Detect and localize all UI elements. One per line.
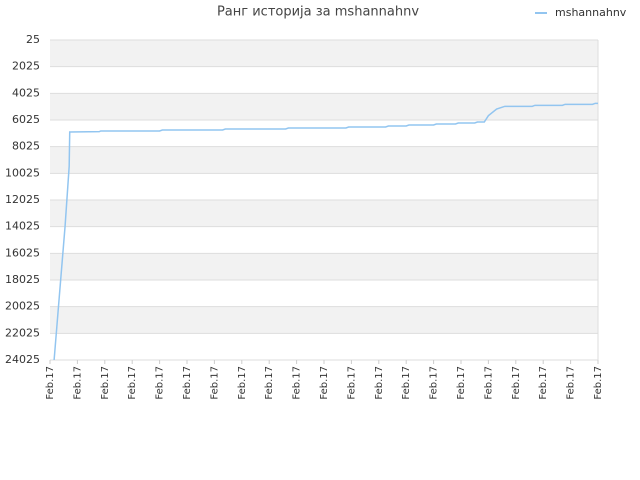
x-tick-label: Feb.17 bbox=[401, 366, 412, 400]
y-tick-label: 10025 bbox=[5, 166, 40, 179]
line bbox=[53, 102, 598, 361]
legend-label: mshannahnv bbox=[555, 6, 627, 19]
y-tick-label: 20025 bbox=[5, 300, 40, 313]
y-tick-label: 2025 bbox=[12, 60, 40, 73]
grid-band bbox=[50, 280, 598, 307]
x-tick-label: Feb.17 bbox=[45, 366, 56, 400]
y-tick-label: 14025 bbox=[5, 220, 40, 233]
y-tick-label: 22025 bbox=[5, 326, 40, 339]
x-tick-label: Feb.17 bbox=[127, 366, 138, 400]
grid-band bbox=[50, 120, 598, 147]
x-tick-label: Feb.17 bbox=[155, 366, 166, 400]
x-tick-label: Feb.17 bbox=[100, 366, 111, 400]
grid-band bbox=[50, 200, 598, 227]
x-tick-label: Feb.17 bbox=[538, 366, 549, 400]
x-tick-label: Feb.17 bbox=[374, 366, 385, 400]
grid-band bbox=[50, 333, 598, 360]
grid-band bbox=[50, 40, 598, 67]
x-tick-label: Feb.17 bbox=[456, 366, 467, 400]
y-tick-label: 16025 bbox=[5, 246, 40, 259]
x-tick-label: Feb.17 bbox=[237, 366, 248, 400]
x-tick-label: Feb.17 bbox=[182, 366, 193, 400]
grid-band bbox=[50, 146, 598, 174]
y-tick-label: 12025 bbox=[5, 193, 40, 206]
chart-title: Ранг историја за mshannahnv bbox=[217, 5, 419, 20]
grid bbox=[50, 39, 598, 361]
y-tick-label: 24025 bbox=[5, 353, 40, 366]
grid-band bbox=[50, 306, 598, 334]
grid-band bbox=[50, 253, 598, 280]
y-tick-label: 25 bbox=[26, 33, 40, 46]
y-tick-label: 18025 bbox=[5, 273, 40, 286]
x-tick-label: Feb.17 bbox=[292, 366, 303, 400]
grid-band bbox=[50, 173, 598, 200]
y-tick-label: 8025 bbox=[12, 140, 40, 153]
x-tick-label: Feb.17 bbox=[429, 366, 440, 400]
x-tick-label: Feb.17 bbox=[209, 366, 220, 400]
x-tick-label: Feb.17 bbox=[346, 366, 357, 400]
grid-band bbox=[50, 66, 598, 94]
x-tick-label: Feb.17 bbox=[593, 366, 604, 400]
y-tick-label: 6025 bbox=[12, 113, 40, 126]
x-tick-label: Feb.17 bbox=[72, 366, 83, 400]
x-tick-label: Feb.17 bbox=[511, 366, 522, 400]
y-tick-label: 4025 bbox=[12, 86, 40, 99]
x-tick-label: Feb.17 bbox=[319, 366, 330, 400]
x-tick-label: Feb.17 bbox=[264, 366, 275, 400]
x-tick-label: Feb.17 bbox=[483, 366, 494, 400]
x-tick-label: Feb.17 bbox=[566, 366, 577, 400]
grid-band bbox=[50, 226, 598, 254]
